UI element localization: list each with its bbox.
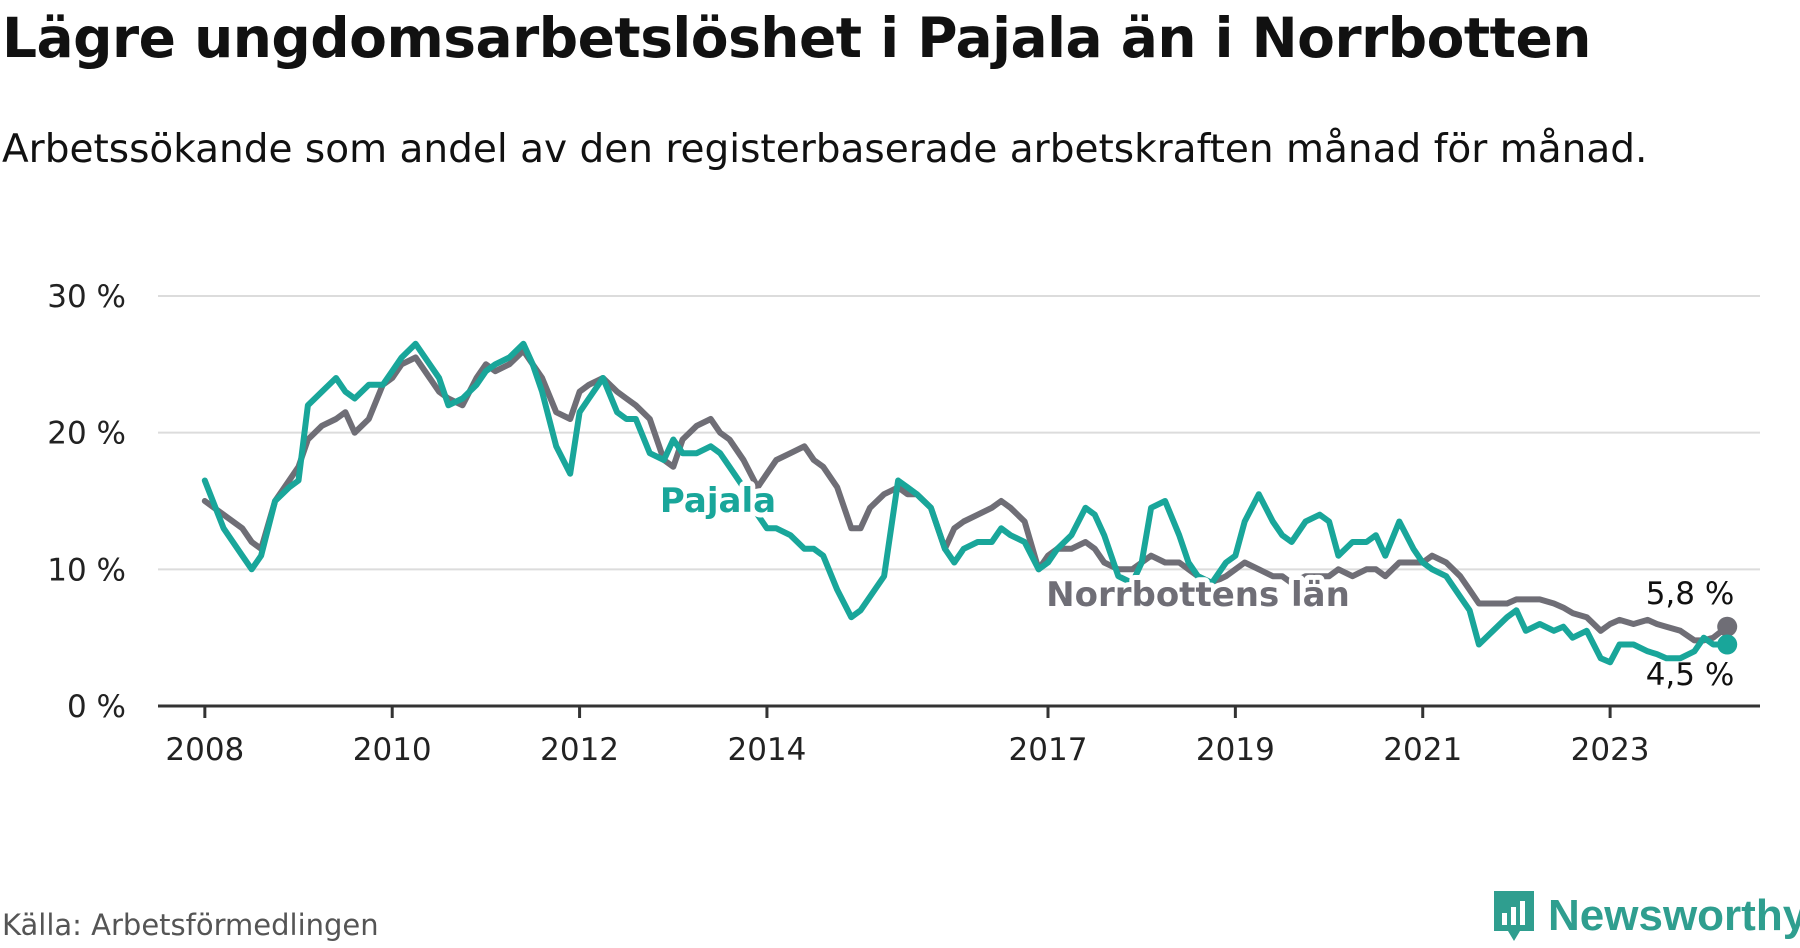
y-tick-label: 10 % bbox=[47, 552, 126, 588]
source-note: Källa: Arbetsförmedlingen bbox=[2, 908, 379, 942]
y-axis-ticks: 0 % 10 % 20 % 30 % bbox=[47, 279, 126, 725]
line-chart: 0 % 10 % 20 % 30 % 2008 2010 2012 2014 2017 2019… bbox=[47, 279, 1760, 768]
x-tick-label: 2017 bbox=[1009, 732, 1088, 768]
x-tick-label: 2014 bbox=[727, 732, 806, 768]
x-tick-label: 2008 bbox=[165, 732, 244, 768]
pajala-end-label: 4,5 % bbox=[1646, 657, 1735, 693]
x-tick-label: 2010 bbox=[353, 732, 432, 768]
norrbotten-line bbox=[201, 347, 1731, 644]
norrbotten-end-label: 5,8 % bbox=[1646, 576, 1735, 612]
grid-lines bbox=[158, 295, 1760, 571]
newsworthy-icon bbox=[1494, 891, 1534, 941]
x-tick-label: 2023 bbox=[1571, 732, 1650, 768]
norrbotten-series-label: Norrbottens län bbox=[1046, 575, 1350, 615]
series-lines bbox=[201, 340, 1738, 666]
x-tick-label: 2021 bbox=[1383, 732, 1462, 768]
y-tick-label: 0 % bbox=[67, 689, 126, 725]
y-tick-label: 30 % bbox=[47, 279, 126, 315]
x-axis: 2008 2010 2012 2014 2017 2019 2021 2023 bbox=[158, 704, 1760, 768]
pajala-line bbox=[201, 340, 1731, 666]
series-labels: 5,8 % 4,5 % Pajala Norrbottens län bbox=[655, 476, 1735, 693]
chart-subtitle: Arbetssökande som andel av den registerb… bbox=[2, 127, 1648, 172]
chart-title: Lägre ungdomsarbetslöshet i Pajala än i … bbox=[2, 6, 1591, 70]
brand-logo: Newsworthy bbox=[1490, 886, 1800, 946]
pajala-end-point bbox=[1717, 634, 1738, 655]
y-tick-label: 20 % bbox=[47, 416, 126, 452]
pajala-series-label: Pajala bbox=[660, 481, 776, 521]
x-tick-label: 2019 bbox=[1196, 732, 1275, 768]
norrbotten-end-point bbox=[1717, 616, 1738, 637]
brand-name: Newsworthy bbox=[1548, 891, 1800, 940]
x-tick-label: 2012 bbox=[540, 732, 619, 768]
